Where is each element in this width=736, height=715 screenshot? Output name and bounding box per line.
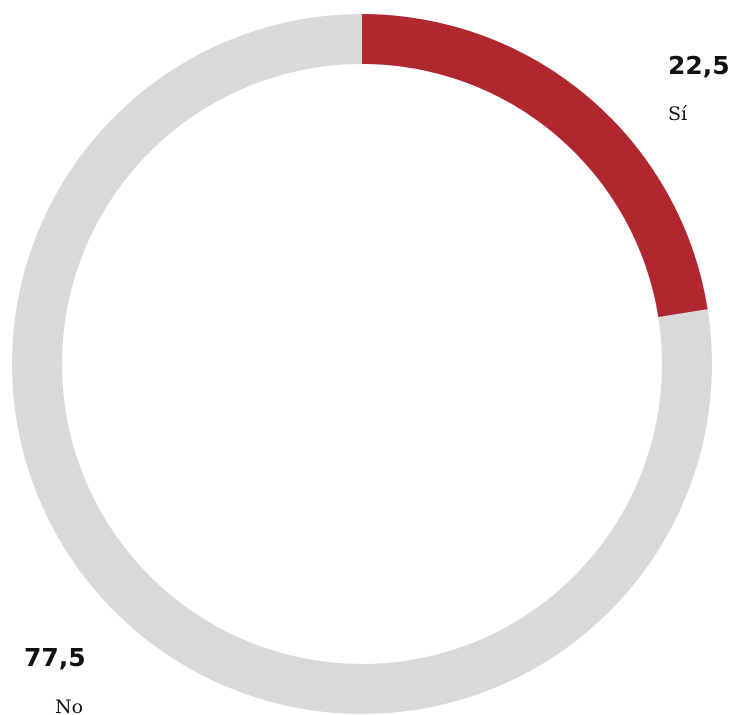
category-label: No <box>55 696 83 715</box>
value-label: 77,5 <box>24 643 86 672</box>
value-label: 22,5 <box>668 51 730 80</box>
donut-segment <box>362 14 708 318</box>
category-label: Sí <box>668 103 688 125</box>
